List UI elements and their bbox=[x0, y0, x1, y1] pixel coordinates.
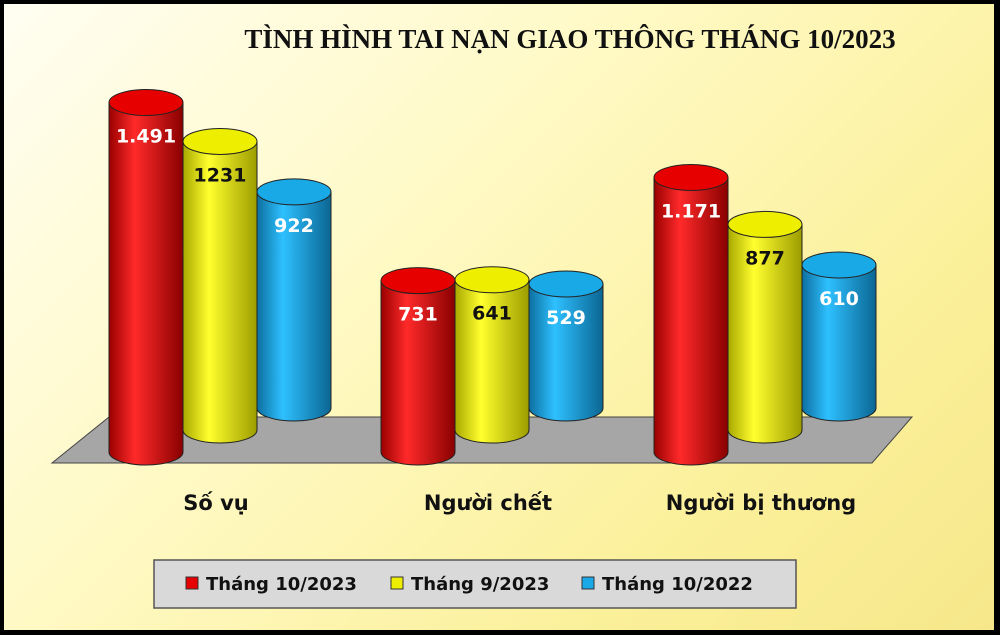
bar-3-2 bbox=[727, 210, 803, 444]
legend-items: Tháng 10/2023 Tháng 9/2023 Tháng 10/2022 bbox=[185, 574, 753, 595]
category-label: Số vụ bbox=[183, 491, 249, 515]
data-label: 1231 bbox=[194, 164, 247, 186]
data-label: 1.171 bbox=[661, 201, 721, 223]
data-label: 641 bbox=[472, 303, 512, 325]
bar-body bbox=[727, 223, 803, 444]
bar-3-3 bbox=[801, 251, 877, 422]
category-labels: Số vụ Người chết Người bị thương bbox=[183, 491, 856, 515]
bars-layer: 1.491 1231 922 731 641 529 1.171 877 610 bbox=[108, 89, 877, 466]
bar-body bbox=[182, 140, 258, 444]
bar-2-1 bbox=[380, 267, 456, 466]
category-label: Người chết bbox=[424, 491, 552, 515]
legend-swatch bbox=[390, 576, 404, 590]
chart-title: TÌNH HÌNH TAI NẠN GIAO THÔNG THÁNG 10/20… bbox=[244, 24, 895, 54]
data-label: 731 bbox=[398, 304, 438, 326]
bar-body bbox=[454, 279, 530, 444]
bar-top bbox=[454, 266, 530, 294]
legend-label: Tháng 9/2023 bbox=[411, 574, 549, 595]
bar-body bbox=[528, 283, 604, 422]
bar-top bbox=[528, 270, 604, 298]
legend-box bbox=[153, 559, 797, 609]
chart: TÌNH HÌNH TAI NẠN GIAO THÔNG THÁNG 10/20… bbox=[50, 24, 914, 609]
bar-top bbox=[182, 127, 258, 155]
data-label: 877 bbox=[745, 247, 785, 269]
bar-1-2 bbox=[182, 127, 258, 444]
bar-1-3 bbox=[256, 178, 332, 422]
bar-top bbox=[256, 178, 332, 206]
legend-swatch bbox=[581, 576, 595, 590]
legend-label: Tháng 10/2023 bbox=[206, 574, 357, 595]
bar-3-1 bbox=[653, 164, 729, 466]
chart-frame: TÌNH HÌNH TAI NẠN GIAO THÔNG THÁNG 10/20… bbox=[4, 4, 994, 630]
bar-2-2 bbox=[454, 266, 530, 444]
category-label: Người bị thương bbox=[666, 491, 856, 515]
data-label: 922 bbox=[274, 215, 314, 237]
data-label: 610 bbox=[819, 288, 859, 310]
bar-top bbox=[380, 267, 456, 295]
bar-top bbox=[801, 251, 877, 279]
data-label: 1.491 bbox=[116, 126, 176, 148]
bar-body bbox=[653, 177, 729, 466]
bar-top bbox=[108, 89, 184, 117]
bar-body bbox=[256, 191, 332, 422]
bar-top bbox=[653, 164, 729, 192]
bar-1-1 bbox=[108, 89, 184, 466]
legend-label: Tháng 10/2022 bbox=[602, 574, 753, 595]
bar-body bbox=[801, 264, 877, 422]
bar-2-3 bbox=[528, 270, 604, 422]
bar-top bbox=[727, 210, 803, 238]
bar-body bbox=[380, 280, 456, 466]
bar-body bbox=[108, 102, 184, 466]
legend: Tháng 10/2023 Tháng 9/2023 Tháng 10/2022 bbox=[153, 559, 797, 609]
legend-swatch bbox=[185, 576, 199, 590]
data-label: 529 bbox=[546, 307, 586, 329]
